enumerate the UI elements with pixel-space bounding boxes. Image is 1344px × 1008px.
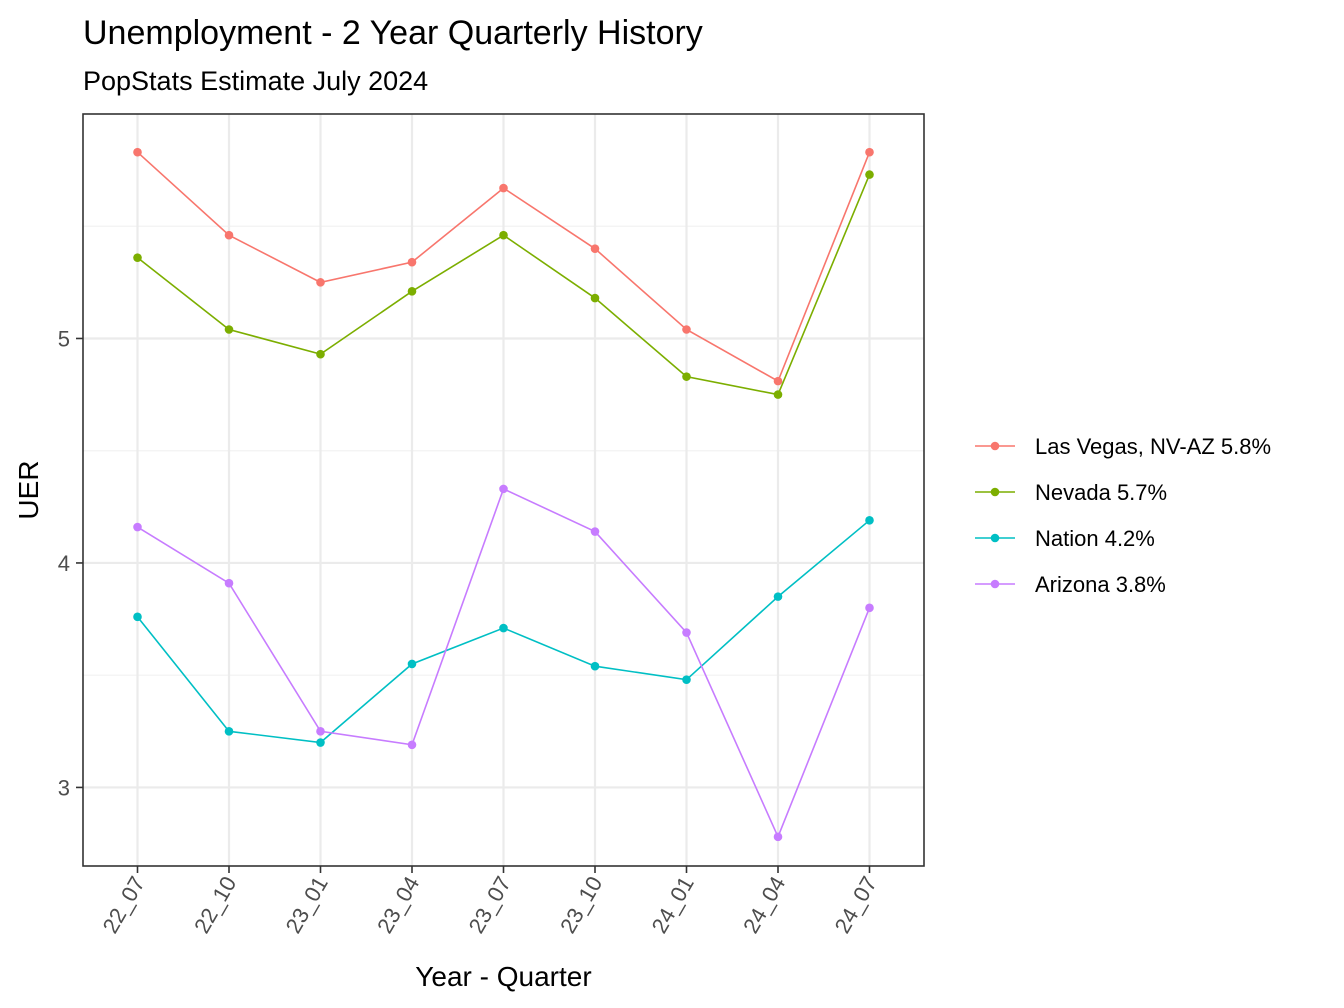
data-point: [682, 675, 691, 684]
data-point: [590, 661, 600, 671]
data-point: [865, 516, 874, 525]
data-point: [316, 278, 325, 287]
legend-item: Las Vegas, NV-AZ 5.8%: [975, 434, 1271, 459]
data-point: [499, 230, 508, 240]
x-tick-label: 24_01: [647, 872, 699, 937]
data-point: [224, 325, 234, 334]
series-group: [133, 147, 874, 386]
data-point: [407, 659, 417, 669]
data-point: [865, 603, 874, 613]
data-point: [133, 147, 142, 157]
data-point: [590, 527, 600, 536]
x-axis-title: Year - Quarter: [415, 961, 591, 992]
data-point: [133, 253, 142, 262]
y-tick-label: 4: [58, 551, 70, 576]
data-point: [316, 727, 325, 736]
x-tick-label: 22_10: [189, 872, 241, 937]
legend: Las Vegas, NV-AZ 5.8% Nevada 5.7% Nation 4…: [975, 434, 1271, 597]
data-point: [590, 244, 600, 253]
series-group: [133, 484, 874, 842]
data-point: [316, 738, 325, 747]
data-point: [499, 484, 508, 494]
series-group: [133, 170, 874, 399]
x-tick-label: 24_07: [830, 872, 882, 937]
data-point: [773, 592, 783, 601]
data-point: [682, 372, 691, 381]
legend-item: Arizona 3.8%: [975, 572, 1166, 597]
legend-label: Las Vegas, NV-AZ 5.8%: [1035, 434, 1271, 459]
legend-key-point: [990, 579, 1000, 589]
data-point: [407, 740, 417, 750]
series-layer: [133, 147, 874, 842]
legend-item: Nevada 5.7%: [975, 480, 1167, 505]
data-point: [224, 727, 234, 736]
x-tick-label: 23_07: [464, 872, 516, 937]
data-point: [773, 832, 783, 842]
chart-subtitle: PopStats Estimate July 2024: [83, 66, 428, 96]
data-point: [773, 376, 783, 386]
data-point: [590, 293, 600, 303]
legend-key-point: [990, 441, 1000, 451]
x-tick-label: 23_10: [555, 872, 607, 937]
x-tick-label: 24_04: [738, 872, 790, 937]
y-axis-title: UER: [13, 460, 44, 519]
data-point: [682, 628, 691, 637]
legend-key-point: [990, 533, 1000, 543]
x-axis: 22_07 22_10 23_01 23_04 23_07 23_10 24_01 24_04…: [98, 866, 882, 937]
data-point: [865, 147, 874, 157]
data-point: [316, 349, 325, 359]
data-point: [133, 612, 142, 622]
legend-label: Nation 4.2%: [1035, 526, 1155, 551]
legend-item: Nation 4.2%: [975, 526, 1155, 551]
series-group: [133, 516, 874, 747]
legend-label: Nevada 5.7%: [1035, 480, 1167, 505]
chart-title: Unemployment - 2 Year Quarterly History: [83, 14, 703, 52]
x-tick-label: 23_01: [281, 872, 333, 937]
y-tick-label: 3: [58, 775, 70, 800]
data-point: [865, 170, 874, 179]
y-tick-label: 5: [58, 326, 70, 351]
data-point: [407, 287, 417, 296]
data-point: [499, 623, 508, 633]
data-point: [499, 183, 508, 193]
data-point: [133, 522, 142, 532]
data-point: [773, 390, 783, 399]
x-tick-label: 23_04: [372, 872, 424, 937]
data-point: [224, 230, 234, 240]
data-point: [407, 257, 417, 267]
y-axis: 3 4 5: [58, 326, 83, 800]
data-point: [224, 578, 234, 588]
legend-key-point: [990, 487, 1000, 497]
x-tick-label: 22_07: [98, 872, 150, 937]
data-point: [682, 325, 691, 334]
legend-label: Arizona 3.8%: [1035, 572, 1166, 597]
